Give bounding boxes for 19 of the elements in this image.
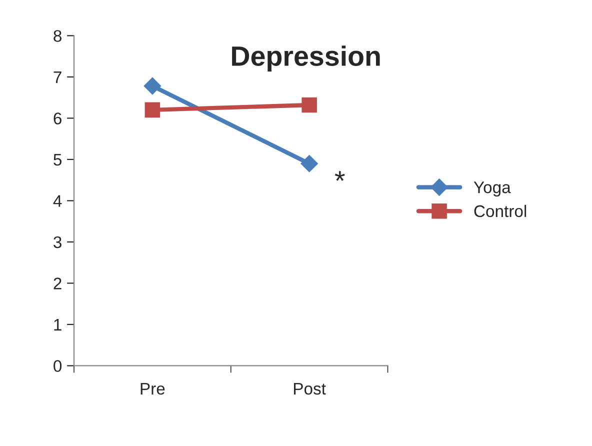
x-tick-label: Pre — [140, 383, 165, 395]
y-tick-label: 0 — [54, 360, 62, 372]
point — [144, 102, 160, 118]
y-tick-label: 7 — [54, 72, 62, 83]
y-tick-label: 4 — [53, 195, 62, 207]
legend-label: Control — [474, 204, 526, 218]
x-tick-label: Post — [294, 383, 326, 395]
y-tick-label: 2 — [54, 278, 62, 290]
y-tick-label: 8 — [54, 30, 62, 42]
y-tick-label: 1 — [54, 319, 62, 331]
annotation: * — [334, 171, 345, 181]
y-tick-label: 3 — [54, 236, 62, 248]
point — [302, 97, 317, 113]
y-tick-label: 5 — [54, 154, 62, 166]
chart-title: Depression — [232, 46, 380, 72]
point — [300, 155, 318, 172]
point — [144, 77, 161, 95]
legend-label: Yoga — [474, 182, 511, 197]
y-tick-label: 6 — [54, 112, 62, 124]
